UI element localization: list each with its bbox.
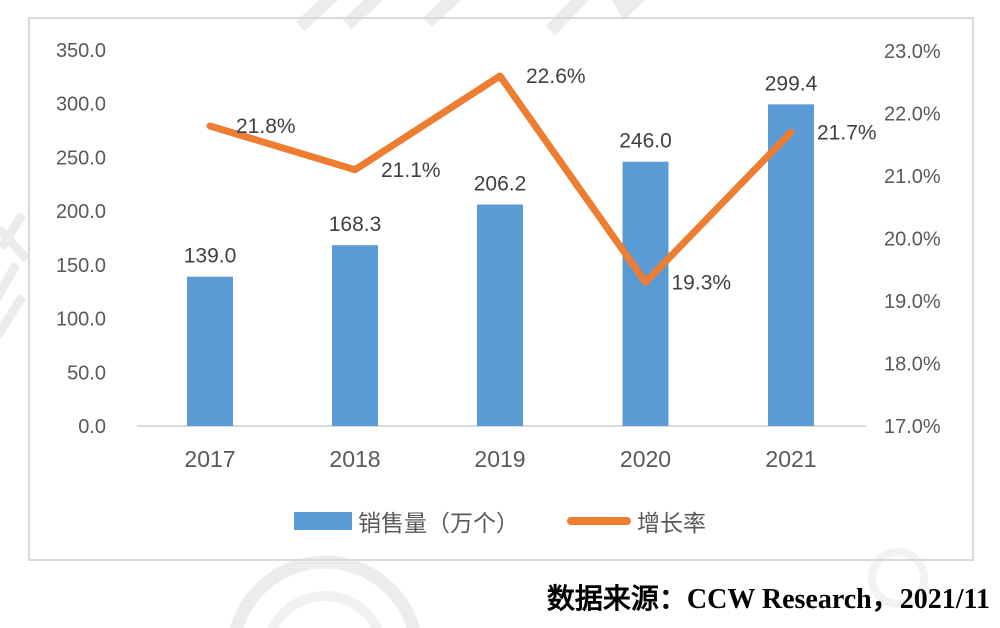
watermark-stroke <box>0 293 27 339</box>
right-axis-tick-label: 23.0% <box>884 41 941 63</box>
bar-2020 <box>622 161 669 426</box>
bar-series-swatch-icon <box>294 512 352 530</box>
legend-item-sales: 销售量（万个） <box>294 504 519 538</box>
bar-value-label: 168.3 <box>329 213 382 236</box>
x-axis-category-label: 2018 <box>329 446 380 472</box>
bar-value-label: 246.0 <box>619 130 672 153</box>
left-axis-tick-label: 0.0 <box>78 416 106 438</box>
watermark-stroke <box>0 261 21 303</box>
left-axis-tick-label: 50.0 <box>67 362 106 384</box>
bar-2018 <box>332 245 378 426</box>
watermark-circle <box>267 591 383 628</box>
bar-2017 <box>187 276 233 426</box>
watermark-circle <box>229 555 421 628</box>
right-axis-tick-label: 18.0% <box>884 354 941 376</box>
x-axis-category-label: 2021 <box>765 446 816 472</box>
bar-value-label: 299.4 <box>765 72 818 95</box>
source-note: 数据来源：CCW Research，2021/11 <box>546 584 990 615</box>
right-axis-tick-label: 22.0% <box>884 104 941 126</box>
watermark-stroke <box>342 0 384 30</box>
chart-legend: 销售量（万个） 增长率 <box>0 504 1000 538</box>
right-axis-tick-label: 19.0% <box>884 291 941 313</box>
right-axis-tick-label: 21.0% <box>884 166 941 188</box>
bar-2019 <box>477 204 523 426</box>
growth-rate-line <box>206 72 795 286</box>
left-axis-tick-label: 250.0 <box>56 147 106 169</box>
line-value-label: 21.1% <box>381 159 441 182</box>
x-axis-category-label: 2019 <box>474 446 525 472</box>
watermark-stroke <box>0 211 27 251</box>
legend-label-growth: 增长率 <box>637 510 706 536</box>
line-value-label: 19.3% <box>672 271 732 294</box>
left-axis-tick-label: 100.0 <box>56 309 106 331</box>
legend-item-growth: 增长率 <box>567 504 706 538</box>
line-value-label: 21.7% <box>817 121 877 144</box>
left-axis-tick-label: 300.0 <box>56 94 106 116</box>
watermark-stroke <box>295 0 339 32</box>
left-axis-tick-label: 200.0 <box>56 201 106 223</box>
watermark-circle <box>868 548 928 608</box>
bar-value-label: 206.2 <box>474 172 527 195</box>
bar-2021 <box>768 104 814 426</box>
line-value-label: 21.8% <box>236 115 296 138</box>
line-series-swatch-icon <box>567 517 631 525</box>
watermark-stroke <box>422 0 461 28</box>
chart-frame <box>28 17 974 561</box>
right-axis-tick-label: 17.0% <box>884 416 941 438</box>
bar-value-label: 139.0 <box>184 245 237 268</box>
right-axis-tick-label: 20.0% <box>884 229 941 251</box>
left-axis-tick-label: 350.0 <box>56 40 106 62</box>
legend-label-sales: 销售量（万个） <box>358 510 519 536</box>
x-axis-category-label: 2020 <box>620 446 671 472</box>
x-axis-category-label: 2017 <box>184 446 235 472</box>
left-axis-tick-label: 150.0 <box>56 255 106 277</box>
line-value-label: 22.6% <box>526 65 586 88</box>
